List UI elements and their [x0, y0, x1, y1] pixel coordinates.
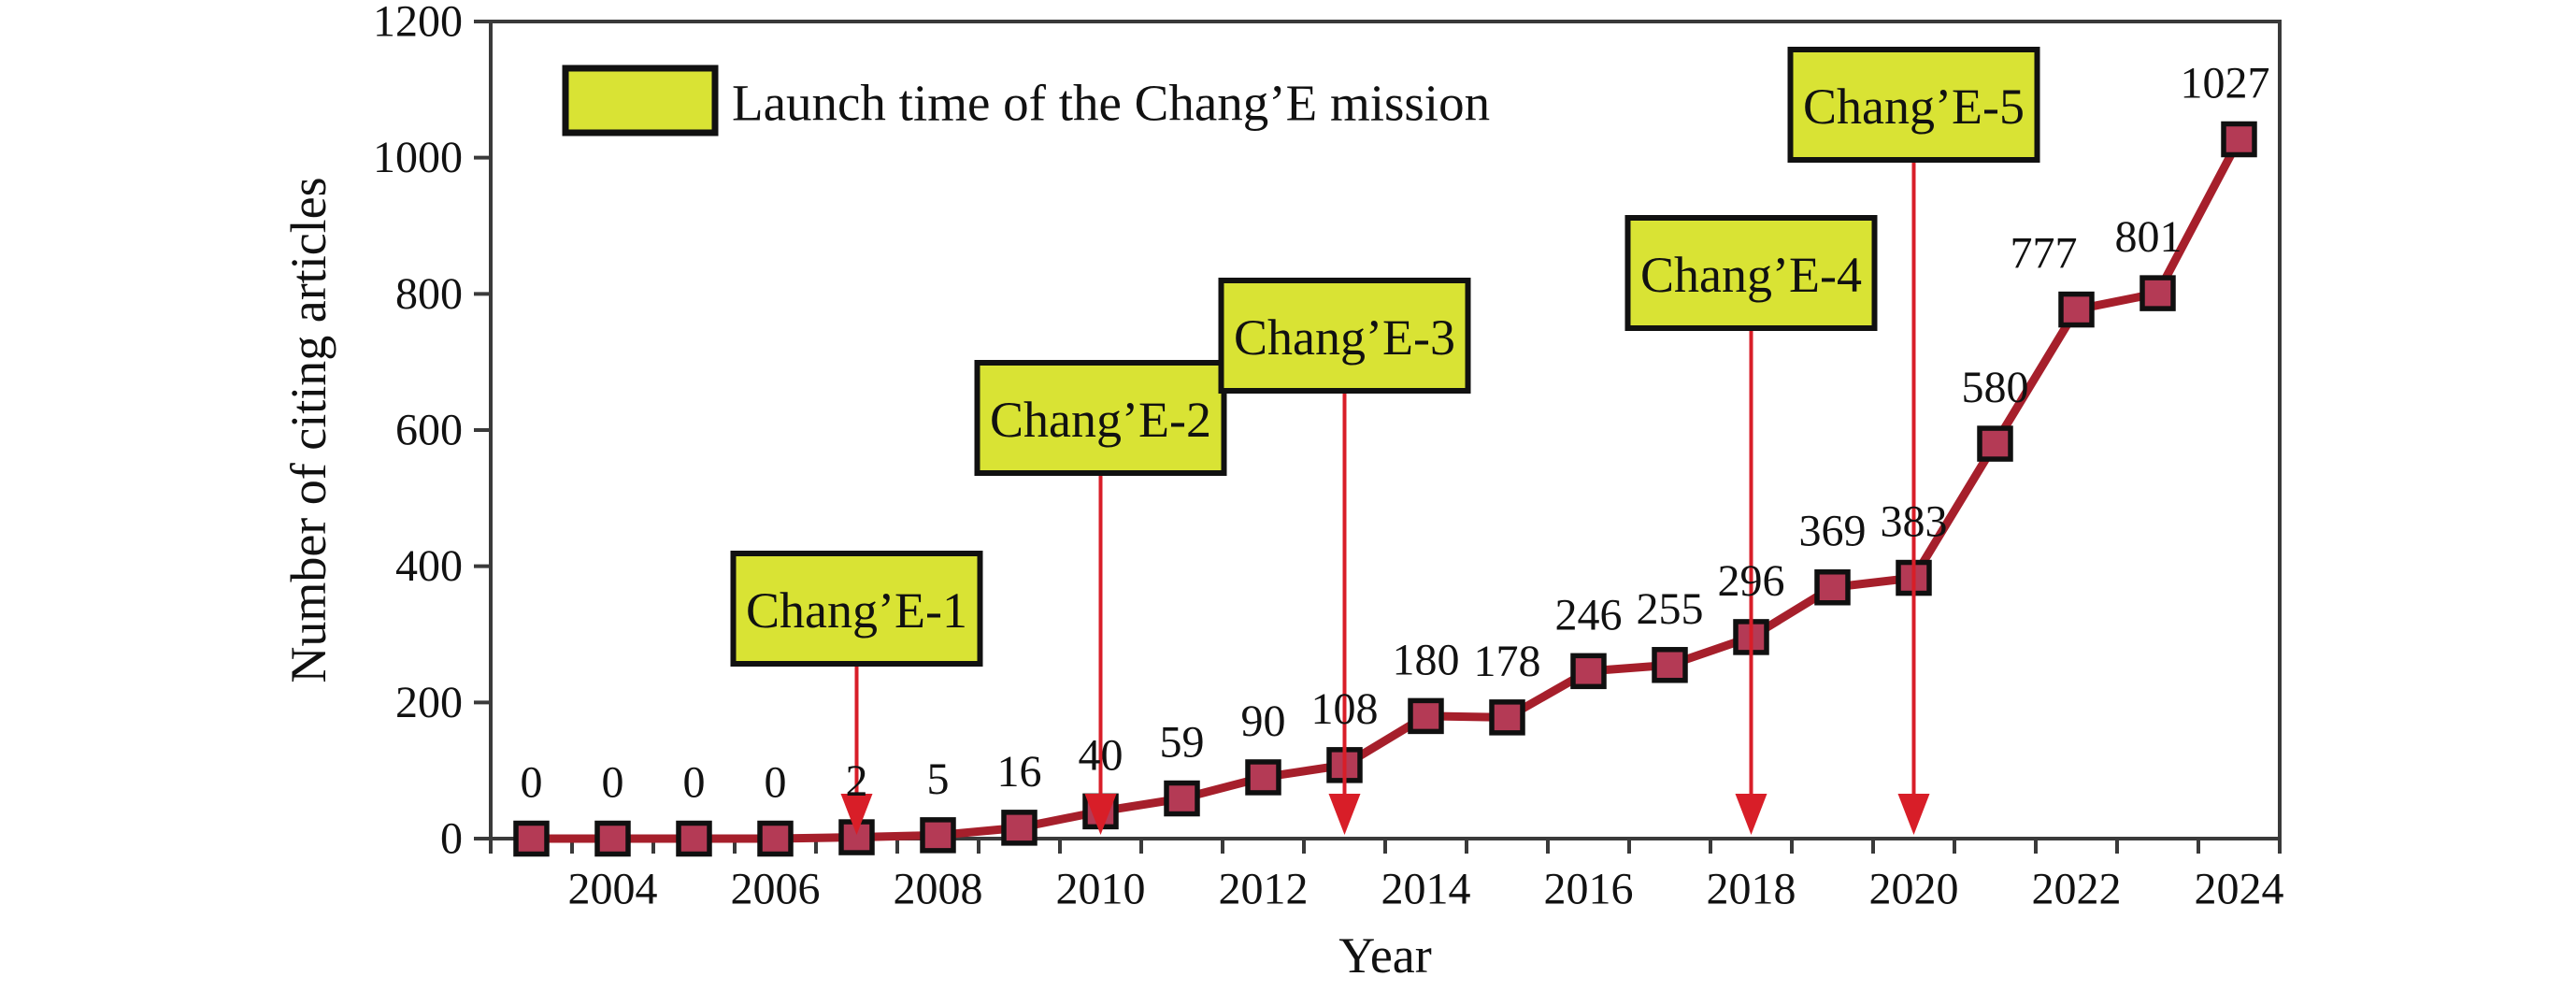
data-label-2011: 59 [1160, 718, 1205, 768]
data-point-marker-2021 [1977, 425, 2013, 462]
mission-arrow-head-2013 [1328, 794, 1361, 835]
y-axis-tick-label: 200 [395, 678, 463, 727]
legend-label: Launch time of the Chang’E mission [732, 75, 1490, 132]
data-label-2019: 369 [1799, 507, 1867, 556]
data-point-marker-2014 [1408, 697, 1444, 735]
data-label-2020: 383 [1881, 497, 1948, 547]
mission-callout-label-2010: Chang’E-2 [990, 392, 1211, 448]
data-point-marker-2006 [757, 820, 794, 857]
y-axis-tick-label: 1000 [373, 133, 463, 182]
data-label-2021: 580 [1962, 363, 2029, 412]
mission-callout-box-2007 [730, 551, 983, 667]
data-point-marker-2009 [1001, 810, 1038, 846]
mission-arrow-head-2020 [1897, 794, 1930, 835]
mission-callout-label-2013: Chang’E-3 [1234, 309, 1455, 366]
data-label-2005: 0 [683, 758, 706, 808]
x-axis-tick-label: 2020 [1869, 865, 1959, 914]
data-label-2012: 90 [1241, 697, 1286, 746]
data-label-2023: 801 [2115, 212, 2182, 262]
y-axis-tick-label: 600 [395, 406, 463, 455]
data-label-2003: 0 [521, 758, 543, 808]
data-label-2006: 0 [765, 758, 787, 808]
data-point-marker-2004 [594, 820, 631, 857]
mission-arrow-head-2018 [1735, 794, 1767, 835]
x-axis-tick-label: 2010 [1056, 865, 1146, 914]
data-point-marker-2019 [1814, 568, 1851, 606]
y-axis-tick-label: 400 [395, 541, 463, 591]
data-point-marker-2005 [676, 820, 712, 857]
data-label-2007: 2 [846, 756, 868, 806]
x-axis-tick-label: 2018 [1707, 865, 1796, 914]
y-axis-tick-label: 1200 [373, 0, 463, 47]
data-label-2022: 777 [2011, 229, 2078, 279]
data-point-marker-2023 [2140, 275, 2176, 311]
data-label-2004: 0 [602, 758, 624, 808]
mission-callout-label-2020: Chang’E-5 [1803, 79, 2025, 135]
y-axis-title: Number of citing articles [280, 177, 336, 682]
mission-callout-label-2018: Chang’E-4 [1640, 247, 1862, 303]
mission-callout-box-2013 [1218, 278, 1471, 394]
data-label-2016: 246 [1555, 590, 1623, 639]
x-axis-tick-label: 2022 [2032, 865, 2122, 914]
data-label-2008: 5 [927, 754, 950, 804]
data-point-marker-2024 [2221, 121, 2257, 158]
data-label-2017: 255 [1637, 584, 1704, 634]
x-axis-tick-label: 2004 [568, 865, 658, 914]
mission-callout-label-2007: Chang’E-1 [746, 582, 967, 639]
data-point-marker-2017 [1652, 647, 1688, 683]
x-axis-tick-label: 2008 [894, 865, 983, 914]
data-point-marker-2011 [1164, 780, 1200, 817]
data-point-marker-2012 [1245, 759, 1281, 796]
data-point-marker-2022 [2058, 291, 2095, 328]
x-axis-tick-label: 2014 [1381, 865, 1471, 914]
mission-arrow-head-2010 [1084, 794, 1117, 835]
data-label-2010: 40 [1079, 730, 1123, 780]
mission-callout-box-2020 [1787, 47, 2040, 163]
legend-swatch [562, 65, 719, 136]
data-point-marker-2008 [920, 817, 956, 854]
data-label-2015: 178 [1474, 637, 1541, 686]
y-axis-tick-label: 0 [440, 814, 463, 864]
data-point-marker-2015 [1489, 699, 1525, 736]
mission-callout-box-2010 [974, 360, 1227, 476]
data-series-line [527, 135, 2243, 843]
data-label-2024: 1027 [2181, 59, 2270, 108]
data-point-marker-2003 [513, 820, 550, 857]
data-point-marker-2016 [1570, 653, 1607, 690]
x-axis-tick-label: 2016 [1544, 865, 1634, 914]
x-axis-tick-label: 2024 [2195, 865, 2284, 914]
y-axis-tick-label: 800 [395, 269, 463, 319]
mission-arrow-head-2007 [840, 794, 873, 835]
x-axis-tick-label: 2006 [731, 865, 821, 914]
data-label-2009: 16 [997, 747, 1042, 797]
mission-callout-box-2018 [1624, 215, 1878, 331]
data-label-2013: 108 [1311, 684, 1379, 734]
data-label-2014: 180 [1393, 635, 1460, 684]
x-axis-title: Year [1338, 927, 1432, 984]
data-label-2018: 296 [1718, 556, 1785, 606]
x-axis-tick-label: 2012 [1219, 865, 1309, 914]
